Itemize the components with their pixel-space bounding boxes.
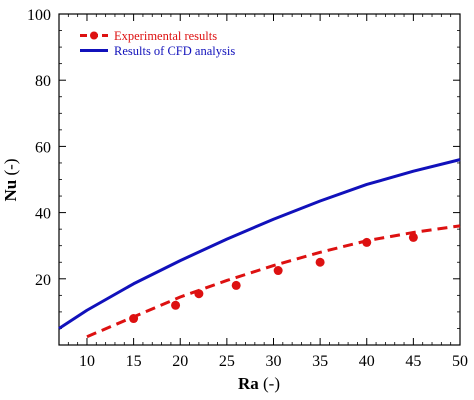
x-tick-label-35: 35	[312, 353, 328, 370]
x-tick-label-30: 30	[265, 353, 281, 370]
y-tick-label-40: 40	[35, 206, 51, 223]
legend-experimental-label: Experimental results	[114, 29, 217, 43]
series-layer	[58, 158, 461, 339]
y-tick-label-20: 20	[35, 272, 51, 289]
x-tick-label-20: 20	[172, 353, 188, 370]
experimental-point	[129, 314, 139, 324]
experimental-point	[362, 237, 372, 247]
legend-exp-marker	[90, 31, 98, 40]
x-tick-label-15: 15	[126, 353, 142, 370]
experimental-point	[273, 266, 283, 276]
x-axis-title: Ra (-)	[238, 374, 280, 393]
plot-frame	[58, 13, 461, 346]
experimental-point	[408, 232, 418, 242]
y-axis-title-unit: (-)	[1, 159, 20, 180]
y-tick-label-80: 80	[35, 73, 51, 90]
series-cfd-line	[58, 158, 461, 330]
series-experimental-line	[86, 224, 461, 339]
x-tick-label-10: 10	[79, 353, 95, 370]
tick-labels: 10 15 20 25 30 35 40 45 50 20 40 60 80 100	[27, 7, 468, 370]
experimental-point	[315, 257, 325, 267]
experimental-point	[231, 280, 241, 290]
x-tick-label-45: 45	[405, 353, 421, 370]
y-axis-title: Nu (-)	[1, 159, 20, 202]
legend: Experimental results Results of CFD anal…	[80, 29, 235, 58]
experimental-point	[171, 300, 181, 310]
x-tick-label-25: 25	[219, 353, 235, 370]
x-tick-label-40: 40	[359, 353, 375, 370]
legend-cfd-label: Results of CFD analysis	[114, 44, 235, 58]
tick-marks	[58, 13, 461, 345]
experimental-point	[194, 289, 204, 299]
y-tick-label-100: 100	[27, 7, 51, 24]
x-axis-title-unit: (-)	[259, 374, 280, 393]
y-tick-label-60: 60	[35, 139, 51, 156]
x-tick-label-50: 50	[452, 353, 468, 370]
y-axis-title-bold: Nu	[1, 180, 20, 202]
x-axis-title-bold: Ra	[238, 374, 259, 393]
